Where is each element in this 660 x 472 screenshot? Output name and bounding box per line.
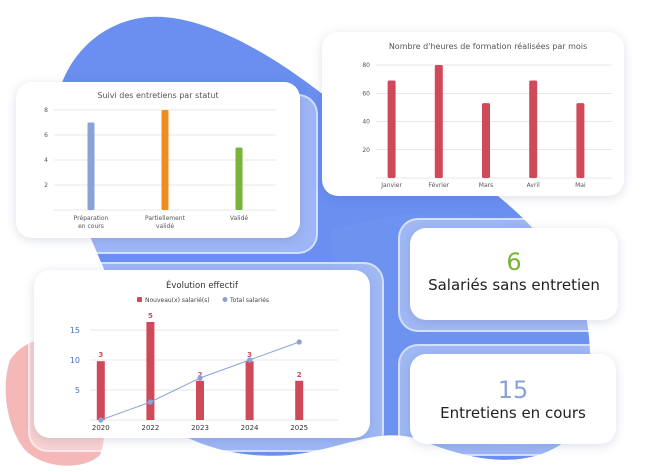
- bar: [245, 361, 254, 420]
- x-tick-label: 2023: [191, 424, 209, 432]
- x-tick-label: 2025: [290, 424, 308, 432]
- legend-label-new: Nouveau(x) salarié(s): [145, 297, 210, 304]
- y-tick-label: 40: [362, 119, 370, 126]
- line-point: [247, 357, 253, 363]
- y-tick-label: 20: [362, 147, 370, 154]
- x-tick-label-line: Partiellement: [145, 215, 186, 222]
- y-tick-label: 8: [44, 107, 48, 114]
- y-tick-label: 10: [70, 356, 80, 365]
- kpi-label: Entretiens en cours: [440, 404, 586, 422]
- x-tick-label: 2022: [141, 424, 159, 432]
- legend-swatch-new: [137, 297, 142, 302]
- status-chart-card: Suivi des entretiens par statut 2 4 6 8 Prépa…: [16, 82, 300, 238]
- x-tick-label: Avril: [527, 182, 540, 189]
- training-hours-card: Nombre d'heures de formation réalisées p…: [322, 32, 624, 196]
- data-label: 5: [148, 312, 153, 320]
- x-tick-label: 2020: [92, 424, 110, 432]
- bar: [434, 65, 443, 178]
- x-tick-label-line: Préparation: [74, 215, 109, 222]
- kpi-label: Salariés sans entretien: [428, 276, 600, 294]
- x-tick-label: Préparation en cours: [74, 215, 109, 230]
- bar: [295, 380, 304, 420]
- x-tick-label: Janvier: [380, 182, 402, 189]
- bar: [161, 110, 169, 210]
- x-tick-label: 2024: [241, 424, 259, 432]
- chart-title: Évolution effectif: [166, 279, 239, 291]
- x-tick-label: Février: [428, 182, 449, 189]
- kpi-card-no-interview: 6 Salariés sans entretien: [410, 228, 618, 320]
- status-bar-chart: Suivi des entretiens par statut 2 4 6 8 Prépa…: [44, 91, 276, 230]
- bar: [576, 103, 585, 178]
- x-tick-label-line: Validé: [230, 215, 248, 222]
- x-tick-label: Mai: [575, 182, 586, 189]
- data-label: 2: [297, 371, 302, 379]
- y-tick-label: 15: [70, 326, 80, 335]
- x-tick-label-line: validé: [156, 223, 174, 230]
- line-point: [197, 375, 203, 381]
- kpi-value: 6: [506, 248, 522, 276]
- y-tick-label: 6: [44, 132, 48, 139]
- data-label: 3: [98, 351, 103, 359]
- bar: [235, 147, 243, 210]
- x-tick-label-line: en cours: [78, 223, 104, 230]
- x-tick-label: Mars: [479, 182, 493, 189]
- bar: [482, 103, 490, 178]
- legend-swatch-total: [222, 297, 228, 302]
- line-point: [98, 417, 104, 423]
- training-hours-bar-chart: Nombre d'heures de formation réalisées p…: [362, 41, 612, 189]
- chart-title: Nombre d'heures de formation réalisées p…: [389, 41, 587, 51]
- bar: [96, 361, 105, 420]
- bar: [87, 122, 95, 210]
- x-tick-label: Partiellement validé: [145, 215, 186, 230]
- headcount-combo-chart: Évolution effectif Nouveau(x) salarié(s) T…: [70, 279, 338, 432]
- data-label: 3: [247, 351, 252, 359]
- y-tick-label: 4: [44, 157, 48, 164]
- kpi-value: 15: [497, 376, 529, 404]
- chart-title: Suivi des entretiens par statut: [97, 91, 218, 100]
- legend-label-total: Total salariés: [229, 297, 269, 304]
- bar: [387, 80, 396, 178]
- line-point: [296, 339, 302, 345]
- y-tick-label: 80: [362, 62, 370, 69]
- kpi-card-interviews-in-progress: 15 Entretiens en cours: [410, 354, 616, 444]
- bar: [146, 322, 155, 420]
- y-tick-label: 5: [75, 386, 80, 395]
- data-label: 2: [198, 371, 203, 379]
- bar: [196, 380, 204, 420]
- y-tick-label: 60: [362, 90, 370, 97]
- headcount-chart-card: Évolution effectif Nouveau(x) salarié(s) T…: [34, 270, 370, 438]
- y-tick-label: 2: [44, 182, 48, 189]
- bar: [529, 80, 538, 178]
- x-tick-label: Validé: [230, 215, 248, 222]
- line-point: [147, 399, 153, 405]
